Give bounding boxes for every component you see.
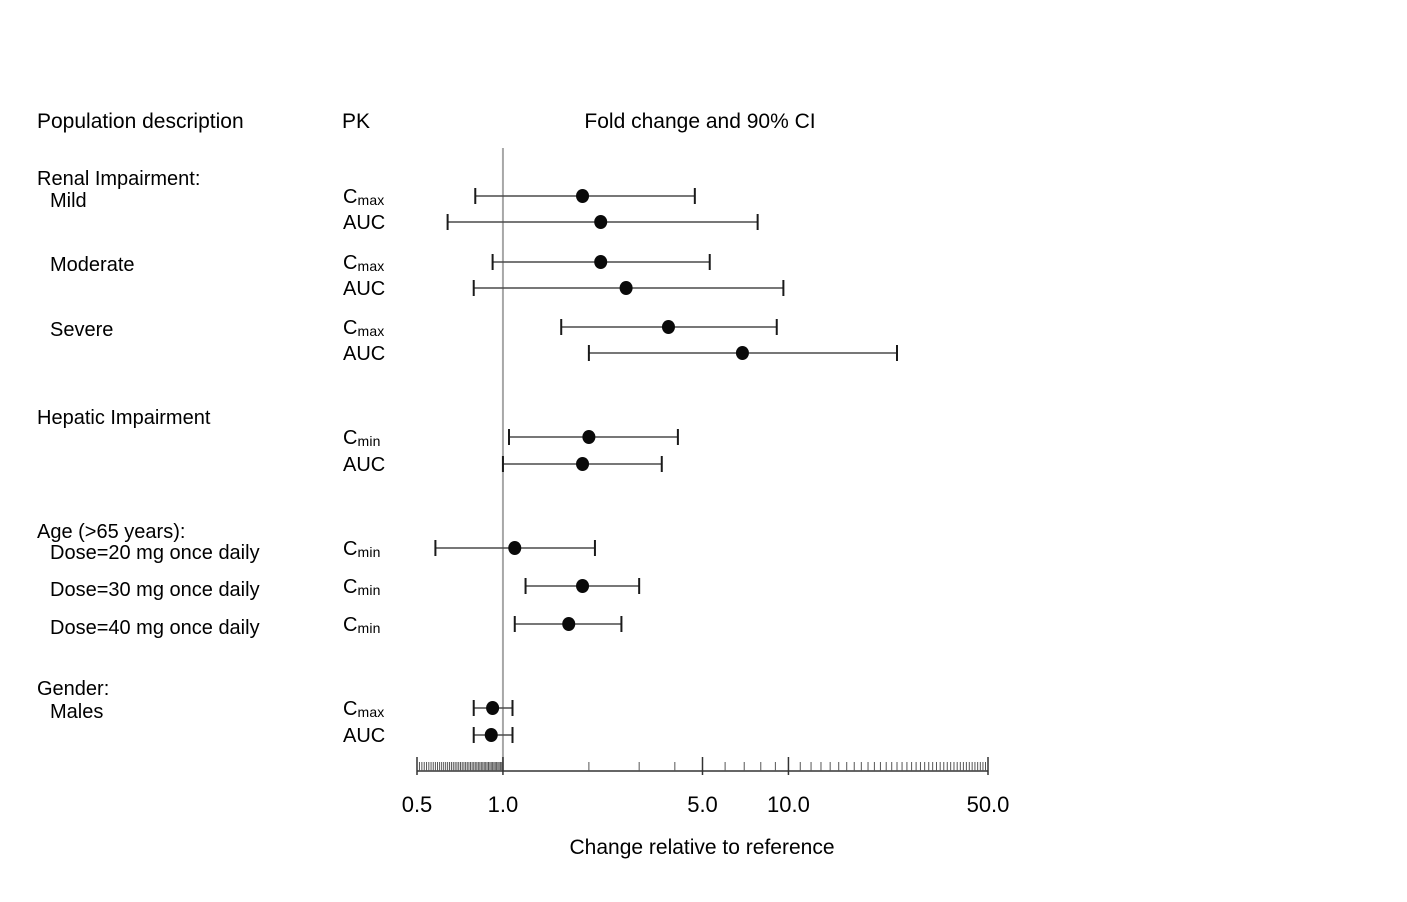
point-estimate-marker [508,541,522,555]
point-estimate-marker [576,189,590,203]
pk-label-base: AUC [343,278,386,300]
ci-row-auc-12 [472,727,514,743]
pk-label-base: C [343,698,358,720]
pk-label-subscript: min [357,620,381,636]
ci-row-auc-7 [501,456,663,472]
section-label-3: Gender: [37,678,110,700]
population-label: Dose=40 mg once daily [50,617,260,639]
ci-row-cmin-8 [434,540,596,556]
ci-row-cmax-11 [472,700,514,716]
pk-label-auc: AUC [343,724,385,751]
point-estimate-marker [735,346,749,360]
pk-label-subscript: max [357,258,385,274]
ci-row-cmax-4 [560,319,778,335]
pk-label-subscript: max [357,323,385,339]
ci-row-cmin-9 [524,578,641,594]
pk-label-base: C [343,427,358,449]
point-estimate-marker [619,281,633,295]
x-tick-label-50.0: 50.0 [966,792,1010,817]
pk-label-cmax: Cmax [343,697,385,724]
pk-label-base: C [343,317,358,339]
x-tick-label-10.0: 10.0 [767,792,810,817]
pk-label-base: C [343,576,358,598]
pk-label-base: AUC [343,454,386,476]
ci-row-auc-1 [446,214,759,230]
point-estimate-marker [486,701,500,715]
point-estimate-marker [594,255,608,269]
ci-row-cmin-10 [513,616,623,632]
pk-label-subscript: min [357,544,381,560]
population-label: Dose=20 mg once daily [50,542,260,564]
ci-row-cmax-0 [474,188,696,204]
pk-label-base: C [343,186,358,208]
pk-label-base: AUC [343,343,386,365]
population-label: Males [50,701,104,723]
pk-label-cmax: Cmax [343,251,385,278]
point-estimate-marker [484,728,498,742]
population-label: Dose=30 mg once daily [50,579,260,601]
pk-label-base: C [343,252,358,274]
x-axis-title: Change relative to reference [569,836,835,859]
chart-title: Fold change and 90% CI [584,110,816,133]
pk-label-subscript: min [357,433,381,449]
pk-label-cmin: Cmin [343,575,381,602]
pk-label-cmin: Cmin [343,613,381,640]
pk-label-cmax: Cmax [343,185,385,212]
pk-label-cmin: Cmin [343,426,381,453]
pk-label-cmin: Cmin [343,537,381,564]
ci-row-auc-5 [587,345,898,361]
x-tick-label-5.0: 5.0 [687,792,718,817]
ci-row-auc-3 [472,280,785,296]
x-tick-label-0.5: 0.5 [401,792,433,817]
section-label-2: Age (>65 years): [37,521,186,543]
pk-label-auc: AUC [343,277,385,304]
pk-label-auc: AUC [343,453,385,480]
point-estimate-marker [576,579,590,593]
point-estimate-marker [661,320,675,334]
ci-row-cmax-2 [491,254,711,270]
x-tick-label-1.0: 1.0 [487,792,519,817]
population-label: Moderate [50,254,135,276]
point-estimate-marker [562,617,576,631]
population-label: Severe [50,319,114,341]
point-estimate-marker [594,215,608,229]
section-label-0: Renal Impairment: [37,168,201,190]
section-label-1: Hepatic Impairment [37,407,211,429]
pk-label-base: C [343,614,358,636]
pk-label-auc: AUC [343,211,385,238]
ci-row-cmin-6 [507,429,679,445]
pk-label-subscript: max [357,192,385,208]
pk-label-subscript: min [357,582,381,598]
population-label: Mild [50,190,87,212]
pk-label-base: AUC [343,212,386,234]
pk-label-cmax: Cmax [343,316,385,343]
pk-label-subscript: max [357,704,385,720]
pk-label-base: AUC [343,725,386,747]
pk-column-header: PK [342,110,371,133]
pk-label-base: C [343,538,358,560]
point-estimate-marker [582,430,596,444]
pk-label-auc: AUC [343,342,385,369]
point-estimate-marker [576,457,590,471]
population-column-header: Population description [37,110,244,133]
